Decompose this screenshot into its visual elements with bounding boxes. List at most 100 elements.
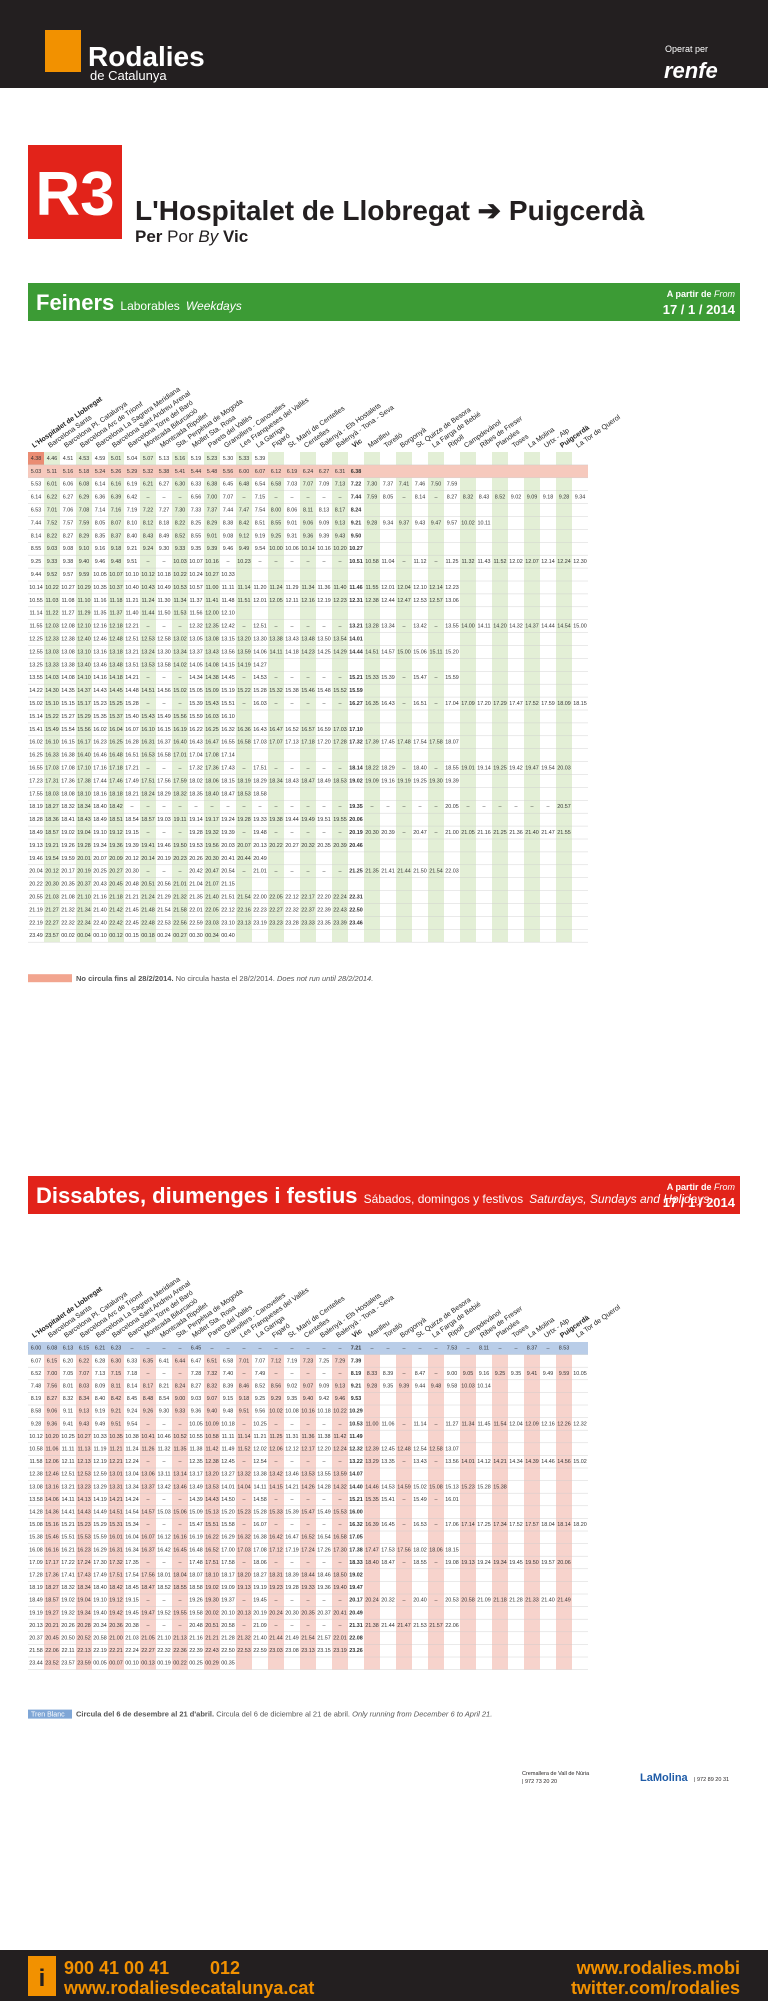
time-cell: 18.53 xyxy=(333,778,347,784)
time-cell: 9.18 xyxy=(543,495,554,501)
time-cell: 16.12 xyxy=(157,1535,171,1541)
time-cell: 9.36 xyxy=(47,1421,58,1427)
time-cell: 9.36 xyxy=(191,1409,202,1415)
time-cell: 20.27 xyxy=(109,869,123,875)
time-cell: 18.21 xyxy=(125,791,139,797)
time-cell: 22.19 xyxy=(29,920,43,926)
time-cell: 15.06 xyxy=(413,649,427,655)
time-cell: 14.04 xyxy=(237,1484,251,1490)
time-cell: – xyxy=(227,804,230,810)
time-cell: – xyxy=(339,830,342,836)
time-cell: 13.07 xyxy=(445,1447,459,1453)
time-cell: 15.03 xyxy=(157,1510,171,1516)
time-cell: 20.19 xyxy=(253,1610,267,1616)
time-cell: 9.34 xyxy=(383,520,394,526)
time-cell: 12.35 xyxy=(205,624,219,630)
time-cell: 12.14 xyxy=(541,559,555,565)
time-cell: 12.35 xyxy=(189,1459,203,1465)
time-cell: 8.11 xyxy=(303,507,313,513)
time-cell: 7.00 xyxy=(47,1371,58,1377)
time-cell: 15.27 xyxy=(61,714,75,720)
time-cell: 19.49 xyxy=(301,817,315,823)
time-cell: – xyxy=(419,1346,422,1352)
time-cell: 14.54 xyxy=(125,1510,139,1516)
time-cell: 19.47 xyxy=(141,1610,155,1616)
time-cell: 22.24 xyxy=(333,894,347,900)
time-cell: 13.55 xyxy=(445,624,459,630)
time-cell: 22.27 xyxy=(269,907,283,913)
time-cell: 16.47 xyxy=(285,1535,299,1541)
time-cell: 12.05 xyxy=(269,598,283,604)
time-cell: 7.25 xyxy=(319,1358,330,1364)
time-cell: 18.19 xyxy=(29,1585,43,1591)
time-cell: 11.41 xyxy=(205,598,218,604)
time-cell: 18.47 xyxy=(381,1560,395,1566)
time-cell: 11.37 xyxy=(189,598,202,604)
time-cell: 19.33 xyxy=(301,1585,315,1591)
time-cell: 20.30 xyxy=(205,856,219,862)
time-cell: – xyxy=(147,495,150,501)
time-cell: 19.42 xyxy=(109,1610,123,1616)
time-cell: 21.13 xyxy=(173,1636,187,1642)
time-cell: 10.22 xyxy=(333,1409,347,1415)
note: No circula fins al 28/2/2014. No circula… xyxy=(76,974,373,983)
time-cell: 4.46 xyxy=(47,456,58,462)
time-cell: 14.59 xyxy=(397,1484,411,1490)
time-cell: 11.31 xyxy=(285,1434,298,1440)
time-cell: 18.18 xyxy=(109,791,123,797)
time-cell: 14.43 xyxy=(93,688,107,694)
time-cell: 00.18 xyxy=(141,933,155,939)
time-cell: – xyxy=(435,1598,438,1604)
time-cell: 22.17 xyxy=(301,894,315,900)
time-cell: 21.54 xyxy=(429,869,443,875)
time-cell: – xyxy=(243,1346,246,1352)
time-cell: – xyxy=(291,559,294,565)
time-cell: 21.55 xyxy=(557,830,571,836)
time-cell: 11.35 xyxy=(93,611,106,617)
time-cell: 10.16 xyxy=(301,1409,315,1415)
time-cell: 14.08 xyxy=(205,662,219,668)
time-cell: 9.03 xyxy=(47,546,58,552)
time-cell: 21.16 xyxy=(93,894,107,900)
time-cell: 13.42 xyxy=(269,1472,283,1478)
time-cell: – xyxy=(323,675,326,681)
time-cell: 21.31 xyxy=(349,1623,363,1629)
time-cell: 18.29 xyxy=(381,765,395,771)
time-cell: 8.07 xyxy=(111,520,122,526)
time-cell: 8.27 xyxy=(47,1396,58,1402)
time-cell: – xyxy=(147,675,150,681)
time-cell: 13.11 xyxy=(157,1472,170,1478)
time-cell: 16.42 xyxy=(157,1547,171,1553)
from-ca: A partir de xyxy=(667,1182,712,1192)
time-cell: 13.14 xyxy=(173,1472,187,1478)
time-cell: 21.40 xyxy=(253,1636,267,1642)
time-cell: 19.11 xyxy=(173,817,186,823)
time-cell: 11.35 xyxy=(173,1447,186,1453)
time-cell: 18.40 xyxy=(93,804,107,810)
time-cell: 9.16 xyxy=(479,1371,490,1377)
time-cell: 15.54 xyxy=(61,727,75,733)
time-cell: 12.39 xyxy=(365,1447,379,1453)
time-cell: 22.27 xyxy=(141,1648,155,1654)
time-cell: 14.34 xyxy=(509,1459,523,1465)
time-cell: 21.00 xyxy=(109,1636,123,1642)
time-cell: 7.07 xyxy=(303,482,314,488)
time-cell: 9.24 xyxy=(143,546,154,552)
time-cell: 7.57 xyxy=(63,520,74,526)
time-cell: – xyxy=(339,495,342,501)
time-cell: 9.31 xyxy=(287,533,298,539)
time-cell: 8.24 xyxy=(175,1384,186,1390)
time-cell: 15.41 xyxy=(381,1497,395,1503)
time-cell: 9.49 xyxy=(543,1371,554,1377)
time-cell: 22.32 xyxy=(157,1648,171,1654)
time-cell: 9.40 xyxy=(79,559,90,565)
time-cell: 20.30 xyxy=(285,1610,299,1616)
time-cell: 4.38 xyxy=(31,456,42,462)
time-cell: 18.45 xyxy=(125,1585,139,1591)
time-cell: 12.02 xyxy=(253,1447,267,1453)
time-cell: 18.20 xyxy=(237,1573,251,1579)
time-cell: 19.59 xyxy=(61,856,75,862)
time-cell: – xyxy=(323,701,326,707)
time-cell: 11.24 xyxy=(141,598,154,604)
time-cell: 23.52 xyxy=(45,1661,59,1667)
